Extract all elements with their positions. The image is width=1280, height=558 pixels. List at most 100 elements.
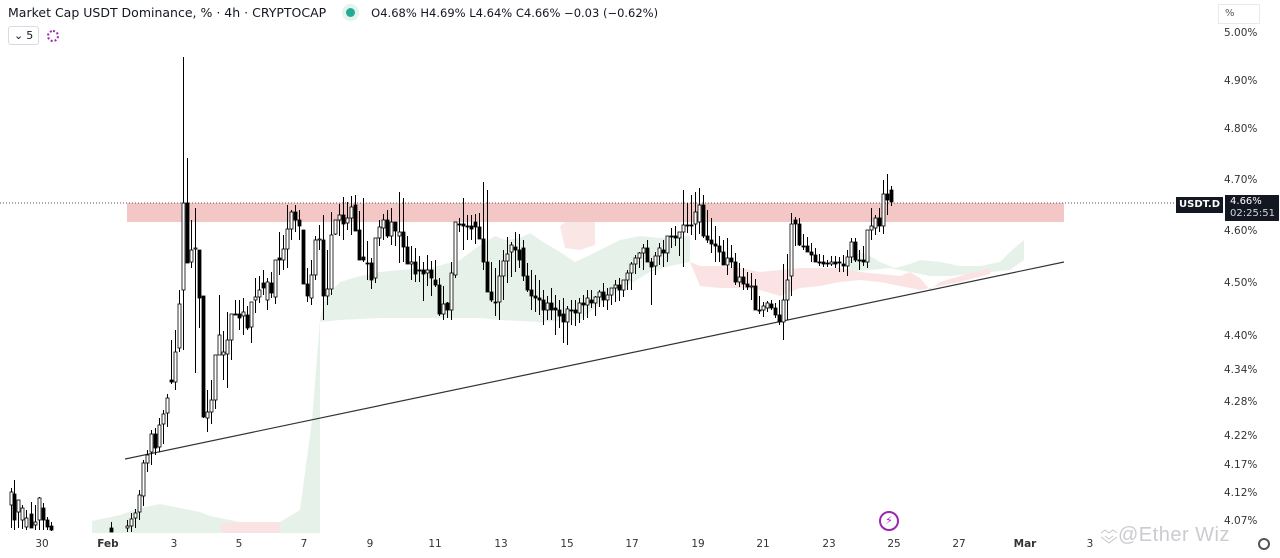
candle [9, 491, 14, 506]
candle [541, 299, 546, 311]
candle [565, 308, 570, 323]
candle [33, 521, 38, 526]
watermark: @Ether Wiz [1118, 524, 1230, 546]
candle [797, 223, 802, 246]
candle [153, 433, 158, 449]
watermark-logo-icon [1100, 529, 1118, 544]
candle [293, 211, 298, 221]
candle [429, 269, 434, 279]
indicators-toggle-button[interactable]: ⌄ 5 [8, 26, 40, 45]
candle [133, 512, 138, 519]
candle [633, 257, 638, 265]
candle [337, 214, 342, 221]
candle [29, 513, 34, 529]
chart-plot-area[interactable] [0, 0, 1176, 533]
candle [213, 354, 218, 401]
candle [637, 252, 642, 259]
price-value-tag: 4.66% 02:25:51 [1225, 195, 1280, 221]
candle [569, 309, 574, 312]
candle [785, 279, 790, 301]
ichimoku-cloud [92, 205, 1024, 533]
candle [333, 219, 338, 235]
candle [129, 518, 134, 527]
candle [445, 302, 450, 311]
candle [605, 294, 610, 301]
candle [653, 255, 658, 267]
candle [469, 225, 474, 230]
settings-gear-icon[interactable] [1258, 538, 1270, 550]
time-axis-tick: Feb [97, 538, 119, 550]
candle [157, 424, 162, 448]
candle [24, 517, 29, 528]
candle [549, 302, 554, 311]
candle [341, 214, 346, 225]
candle [885, 193, 890, 201]
candle [289, 211, 294, 230]
candle [365, 262, 370, 265]
price-axis-tick: 4.17% [1224, 459, 1258, 471]
candle [453, 221, 458, 276]
candle [313, 239, 318, 276]
last-price: 4.66% [1230, 196, 1262, 207]
candle [693, 211, 698, 225]
candle [817, 261, 822, 264]
candle [749, 285, 754, 288]
candle [741, 276, 746, 285]
indicator-row: ⌄ 5 [8, 26, 60, 45]
candle [405, 246, 410, 265]
candle [733, 261, 738, 283]
time-axis-tick: 11 [428, 538, 442, 550]
time-axis-tick: 30 [35, 538, 49, 550]
candle [773, 307, 778, 316]
candle [865, 229, 870, 263]
candle [425, 269, 430, 274]
candle [477, 226, 482, 240]
candle [857, 259, 862, 262]
candle [681, 224, 686, 233]
candle [197, 249, 202, 299]
candle [613, 284, 618, 289]
candle [281, 248, 286, 261]
candle [20, 507, 25, 521]
lightning-icon[interactable]: ⚡ [879, 511, 899, 531]
indicator-count: 5 [26, 29, 34, 42]
candle [617, 284, 622, 291]
candle [873, 217, 878, 229]
candle [245, 314, 250, 329]
candle [229, 313, 234, 341]
candle [181, 202, 186, 291]
candle [305, 283, 310, 297]
price-axis[interactable]: 5.00% 4.90% 4.80% 4.70% 4.60% 4.50% 4.40% 4.34%… [1176, 0, 1280, 540]
candle [373, 237, 378, 279]
candle [349, 206, 354, 219]
candle [449, 272, 454, 311]
time-axis-tick: 13 [494, 538, 508, 550]
candle [625, 272, 630, 281]
candle [561, 313, 566, 323]
ascending-trendline [124, 261, 1065, 460]
candle [721, 251, 726, 266]
unit-selector[interactable]: % [1218, 4, 1260, 24]
candle [481, 238, 486, 263]
symbol-title[interactable]: Market Cap USDT Dominance, % · 4h · CRYP… [8, 5, 327, 20]
candle [845, 256, 850, 267]
candle [361, 256, 366, 261]
time-axis[interactable]: 30 Feb 3 5 7 9 11 13 15 17 19 21 23 25 27 Mar 3 [0, 533, 1176, 558]
chart-legend: Market Cap USDT Dominance, % · 4h · CRYP… [8, 5, 658, 20]
candle [485, 261, 490, 293]
candle [717, 245, 722, 253]
price-axis-tick: 4.28% [1224, 396, 1258, 408]
candle [461, 223, 466, 227]
candle [585, 297, 590, 306]
candle [573, 309, 578, 314]
time-axis-tick: Mar [1013, 538, 1037, 550]
candle [557, 309, 562, 317]
candle [309, 274, 314, 299]
candle [849, 241, 854, 258]
candle [389, 221, 394, 237]
candle [609, 287, 614, 296]
price-axis-tick: 4.12% [1224, 487, 1258, 499]
time-axis-tick: 9 [366, 538, 374, 550]
candle [369, 262, 374, 281]
candle [257, 289, 262, 298]
